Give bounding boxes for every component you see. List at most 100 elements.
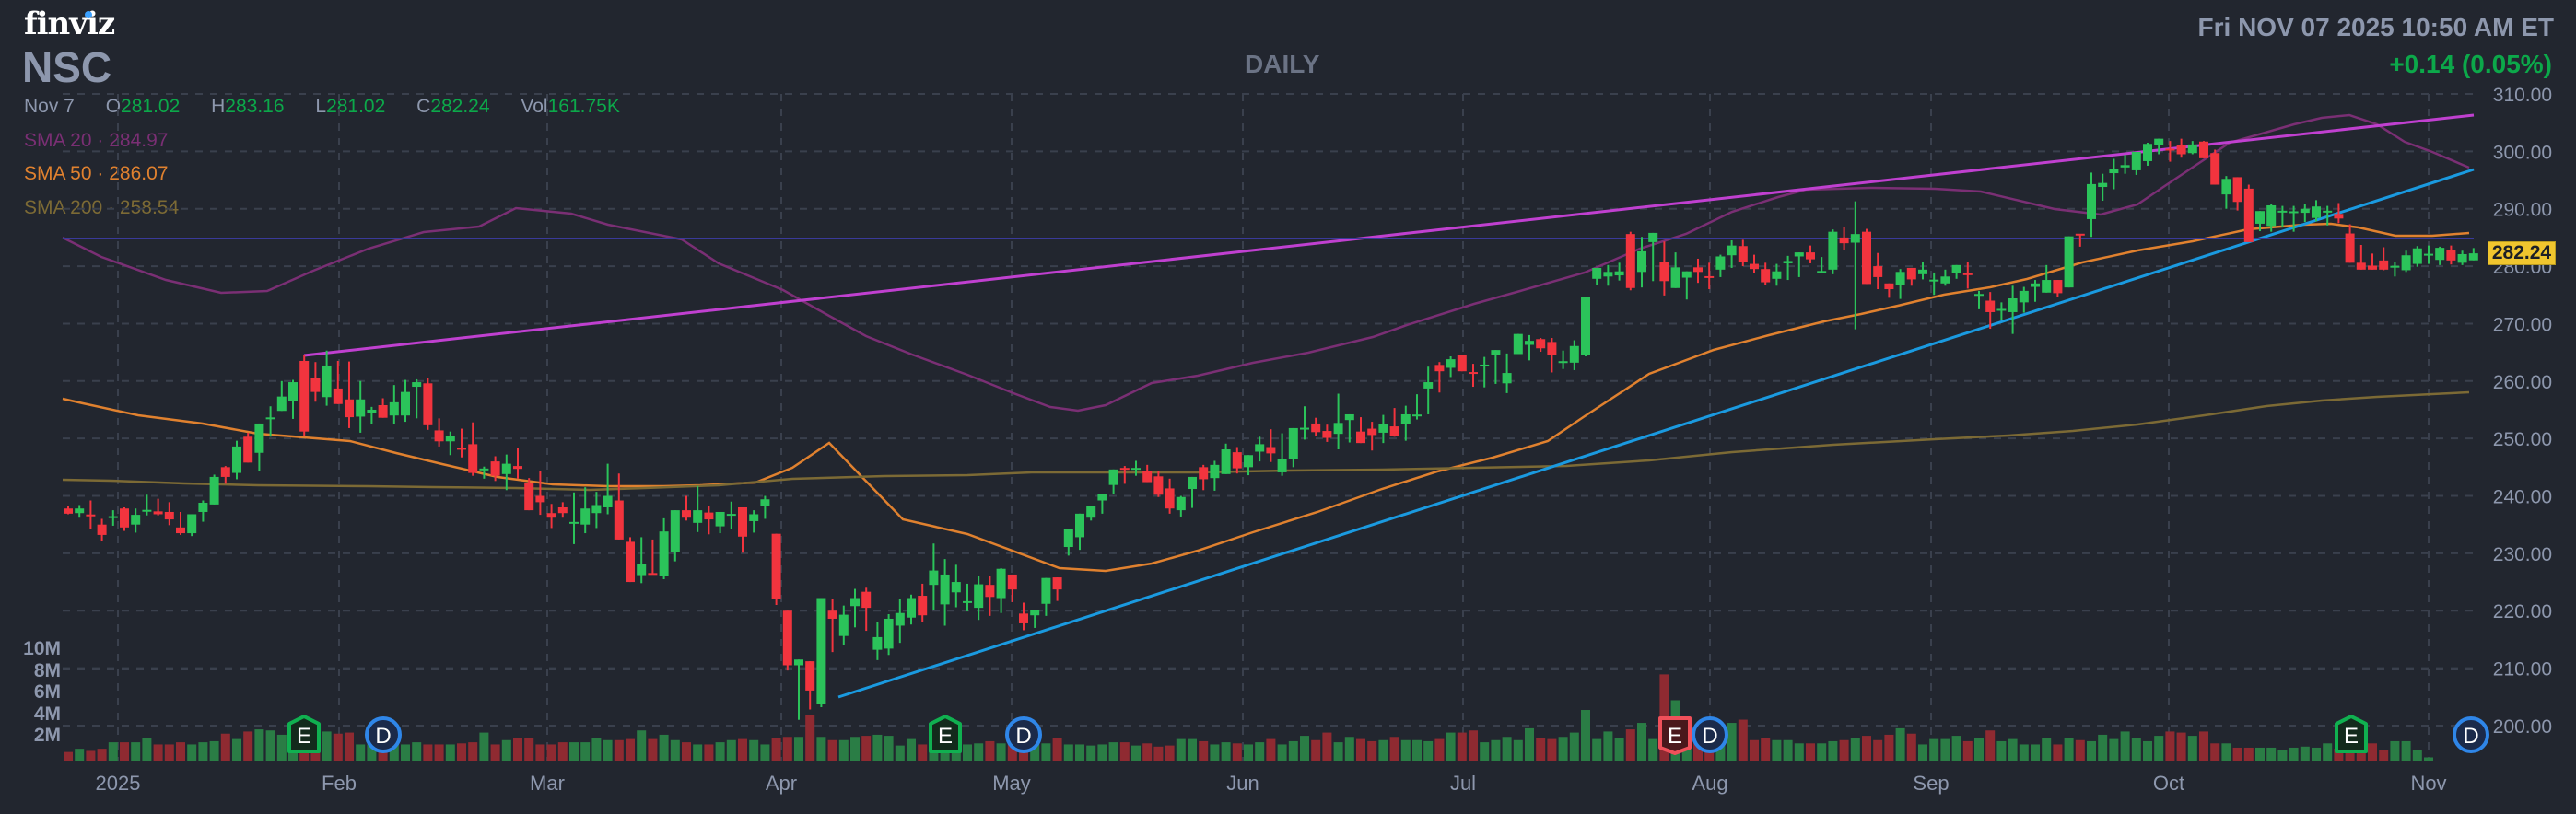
volume-bar: [726, 739, 736, 761]
volume-bar: [1614, 738, 1624, 761]
volume-bar: [2199, 731, 2208, 761]
sma20-name: SMA 20: [24, 130, 92, 151]
volume-bar: [2368, 743, 2377, 761]
volume-bar: [782, 737, 792, 761]
sma200-name: SMA 200: [24, 197, 103, 218]
candle-body: [142, 509, 152, 512]
volume-bar: [1400, 739, 1411, 761]
candle-body: [816, 598, 826, 704]
volume-bar: [2064, 738, 2074, 761]
sma20-legend[interactable]: SMA 20 · 284.97: [24, 130, 169, 151]
volume-bar: [1165, 745, 1175, 761]
volume-bar: [2131, 738, 2141, 761]
dividend-marker[interactable]: D: [1692, 716, 1728, 753]
volume-label: Vol: [521, 96, 548, 117]
sma200-legend[interactable]: SMA 200 · 258.54: [24, 197, 180, 218]
candle-body: [704, 512, 714, 520]
candle-body: [209, 476, 219, 505]
volume-bar: [389, 744, 399, 761]
candle-body: [2232, 177, 2242, 203]
volume-bar: [2221, 743, 2231, 761]
candle-body: [726, 514, 736, 517]
candle-body: [670, 510, 680, 552]
candle-body: [1075, 513, 1084, 538]
support-trendline[interactable]: [837, 168, 2475, 699]
earnings-marker[interactable]: E: [929, 715, 962, 753]
volume-bar: [1469, 730, 1478, 761]
volume-bar: [164, 744, 174, 761]
volume-bar: [907, 738, 916, 761]
moving-averages: [62, 113, 2470, 573]
volume-bar: [827, 739, 837, 761]
candle-body: [1400, 413, 1411, 424]
candle-body: [2300, 208, 2310, 214]
volume-bar: [1255, 742, 1265, 761]
volume-bar: [1480, 742, 1490, 761]
month-label: 2025: [96, 772, 141, 795]
volume-bar: [322, 731, 332, 761]
dividend-icon: [1692, 716, 1728, 753]
high-label: H: [211, 96, 226, 117]
volume-bar: [1558, 737, 1568, 761]
volume-bar: [1288, 740, 1298, 761]
candle-body: [1423, 382, 1434, 389]
candle-body: [1974, 294, 1984, 297]
candle-body: [356, 399, 366, 417]
candle-body: [479, 468, 489, 471]
dividend-marker[interactable]: D: [1005, 716, 1042, 753]
volume-bar: [1108, 742, 1118, 761]
volume-bar: [1513, 739, 1523, 761]
price-tick: 210.00: [2493, 659, 2552, 680]
candle-body: [232, 446, 241, 473]
candle-body: [626, 541, 635, 583]
candle-body: [963, 600, 972, 603]
volume-bar: [1491, 739, 1501, 761]
volume-bar: [1389, 737, 1399, 761]
earnings-marker[interactable]: E: [2335, 715, 2368, 753]
candle-body: [1210, 464, 1220, 479]
candle-body: [1266, 447, 1276, 454]
logo-dot: [85, 11, 92, 18]
volume-bar: [1423, 740, 1434, 761]
candle-body: [2379, 260, 2389, 270]
volume-bar: [131, 742, 141, 761]
candle-body: [1389, 426, 1399, 436]
dividend-marker[interactable]: D: [365, 716, 402, 753]
candle-body: [1232, 452, 1242, 469]
candle-body: [1895, 272, 1905, 285]
candle-body: [693, 510, 703, 523]
candle-body: [1131, 468, 1141, 471]
price-tick: 220.00: [2493, 601, 2552, 622]
earnings-icon: [2335, 715, 2368, 753]
volume-bar: [2109, 738, 2119, 761]
volume-bar: [2042, 738, 2052, 761]
candle-body: [569, 521, 579, 524]
sma50-legend[interactable]: SMA 50 · 286.07: [24, 163, 169, 184]
dividend-marker[interactable]: D: [2453, 716, 2489, 753]
finviz-logo[interactable]: finviz: [24, 6, 115, 42]
low-label: L: [315, 96, 327, 117]
volume-value: 161.75K: [547, 96, 620, 117]
candle-body: [985, 585, 995, 598]
volume-bar: [2334, 749, 2344, 761]
candle-body: [1828, 231, 1838, 270]
dividend-icon: [2453, 716, 2489, 753]
candle-body: [367, 409, 377, 413]
volume-bar: [1210, 744, 1220, 761]
volume-bar: [805, 715, 815, 761]
volume-bar: [535, 744, 545, 761]
earnings-marker[interactable]: E: [287, 715, 321, 753]
volume-bar: [895, 745, 905, 761]
candle-body: [1547, 342, 1557, 355]
volume-bar: [1052, 738, 1062, 761]
volume-bar: [187, 744, 197, 761]
volume-bar: [276, 734, 287, 761]
resistance-trendline[interactable]: [303, 113, 2475, 357]
volume-bar: [86, 750, 96, 761]
candle-body: [884, 618, 894, 649]
volume-bar: [2165, 731, 2175, 761]
earnings-marker[interactable]: E: [1658, 716, 1692, 755]
candle-body: [1614, 271, 1624, 276]
